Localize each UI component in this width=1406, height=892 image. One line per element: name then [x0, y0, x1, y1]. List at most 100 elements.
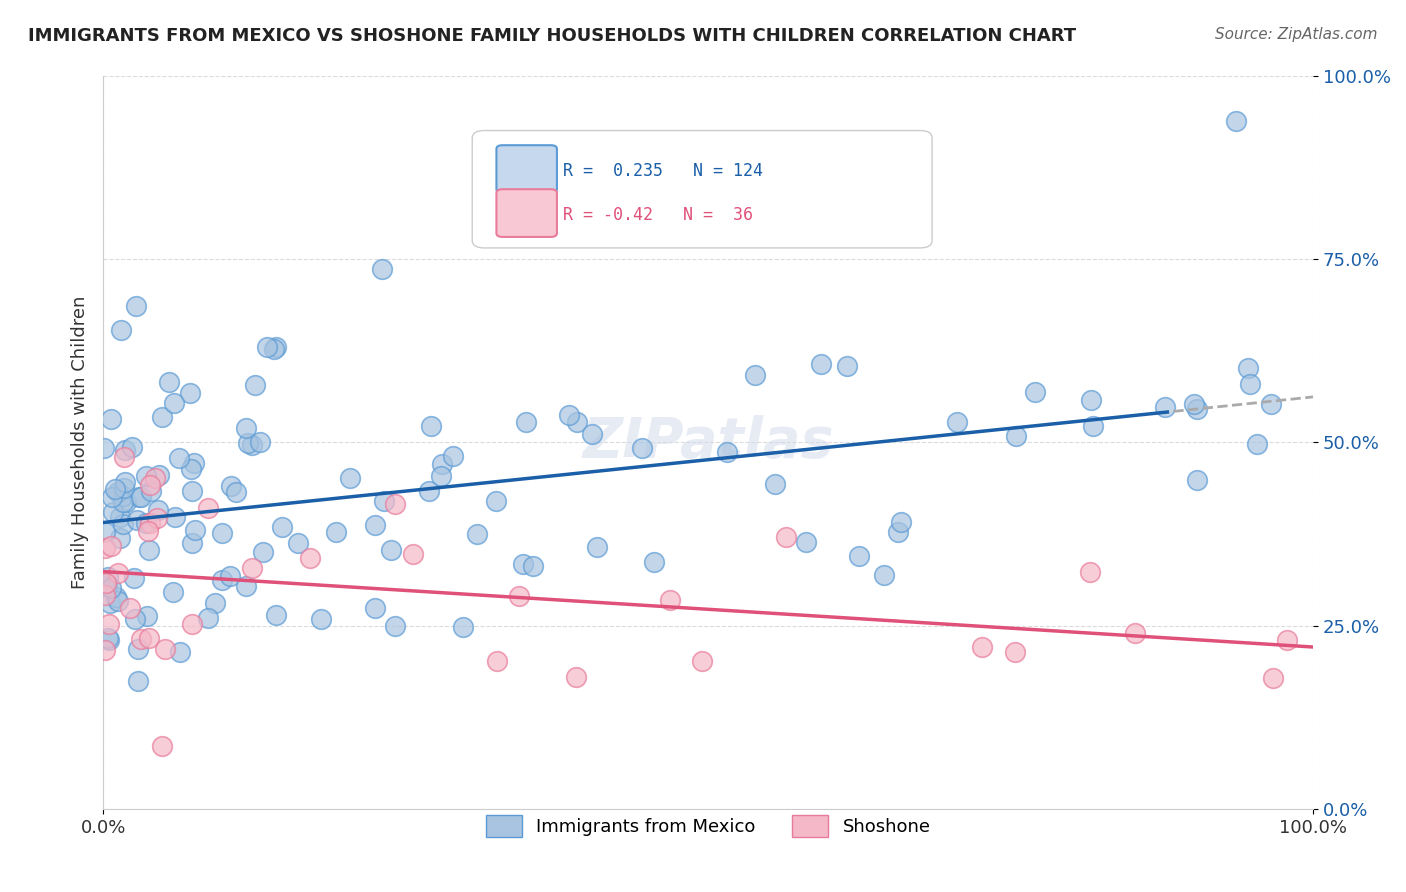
- Point: [565, 669, 588, 683]
- Point: [162, 585, 184, 599]
- Point: [184, 523, 207, 537]
- Point: [122, 571, 145, 585]
- Point: [380, 542, 402, 557]
- Point: [420, 418, 443, 433]
- Point: [1123, 626, 1146, 640]
- Point: [581, 427, 603, 442]
- Point: [235, 420, 257, 434]
- Point: [240, 438, 263, 452]
- Point: [515, 416, 537, 430]
- Point: [129, 632, 152, 646]
- Point: [111, 489, 134, 503]
- Point: [887, 524, 910, 539]
- Point: [1080, 393, 1102, 408]
- Point: [115, 495, 138, 509]
- Point: [441, 450, 464, 464]
- Point: [810, 357, 832, 371]
- Point: [112, 481, 135, 495]
- Point: [1185, 401, 1208, 416]
- Point: [631, 441, 654, 455]
- Point: [264, 340, 287, 354]
- Point: [146, 503, 169, 517]
- Point: [145, 471, 167, 485]
- Point: [181, 617, 204, 632]
- Point: [97, 569, 120, 583]
- Point: [97, 616, 120, 631]
- Point: [197, 611, 219, 625]
- Point: [180, 462, 202, 476]
- Point: [1260, 397, 1282, 411]
- Point: [100, 539, 122, 553]
- Text: IMMIGRANTS FROM MEXICO VS SHOSHONE FAMILY HOUSEHOLDS WITH CHILDREN CORRELATION C: IMMIGRANTS FROM MEXICO VS SHOSHONE FAMIL…: [28, 27, 1076, 45]
- Point: [418, 483, 440, 498]
- Point: [225, 485, 247, 500]
- Point: [98, 596, 121, 610]
- Point: [94, 541, 117, 555]
- Text: ZIPatlas: ZIPatlas: [582, 416, 834, 469]
- Point: [111, 516, 134, 531]
- Point: [339, 471, 361, 485]
- Point: [890, 515, 912, 529]
- Point: [183, 456, 205, 470]
- Point: [1154, 400, 1177, 414]
- Point: [512, 557, 534, 571]
- Point: [163, 395, 186, 409]
- Point: [363, 518, 385, 533]
- Point: [252, 545, 274, 559]
- Point: [1185, 473, 1208, 487]
- Point: [136, 609, 159, 624]
- Point: [153, 642, 176, 657]
- Point: [835, 359, 858, 374]
- Point: [558, 408, 581, 422]
- Point: [643, 556, 665, 570]
- Point: [139, 478, 162, 492]
- Point: [658, 593, 681, 607]
- Point: [181, 535, 204, 549]
- Point: [104, 590, 127, 604]
- Point: [127, 642, 149, 657]
- Point: [363, 601, 385, 615]
- Point: [120, 601, 142, 615]
- Point: [848, 549, 870, 564]
- Point: [872, 567, 894, 582]
- Point: [775, 530, 797, 544]
- Point: [150, 410, 173, 425]
- Point: [240, 561, 263, 575]
- Point: [169, 645, 191, 659]
- Point: [157, 375, 180, 389]
- Point: [135, 468, 157, 483]
- Point: [1261, 671, 1284, 685]
- Point: [211, 525, 233, 540]
- Point: [150, 739, 173, 753]
- Point: [114, 475, 136, 490]
- Point: [121, 441, 143, 455]
- Point: [101, 490, 124, 504]
- Point: [148, 467, 170, 482]
- Point: [114, 442, 136, 457]
- Point: [218, 568, 240, 582]
- Point: [1237, 360, 1260, 375]
- Point: [1024, 385, 1046, 400]
- FancyBboxPatch shape: [496, 145, 557, 193]
- Point: [716, 444, 738, 458]
- Point: [139, 516, 162, 531]
- Point: [763, 476, 786, 491]
- Point: [104, 482, 127, 496]
- Point: [432, 457, 454, 471]
- Point: [100, 412, 122, 426]
- Point: [384, 619, 406, 633]
- Point: [146, 510, 169, 524]
- Point: [263, 342, 285, 356]
- Point: [197, 501, 219, 516]
- Point: [139, 483, 162, 498]
- Point: [180, 484, 202, 499]
- Point: [485, 494, 508, 508]
- Point: [794, 534, 817, 549]
- Point: [93, 442, 115, 456]
- Point: [384, 497, 406, 511]
- Point: [256, 340, 278, 354]
- Point: [219, 479, 242, 493]
- Point: [298, 551, 321, 566]
- Point: [111, 495, 134, 509]
- Point: [451, 619, 474, 633]
